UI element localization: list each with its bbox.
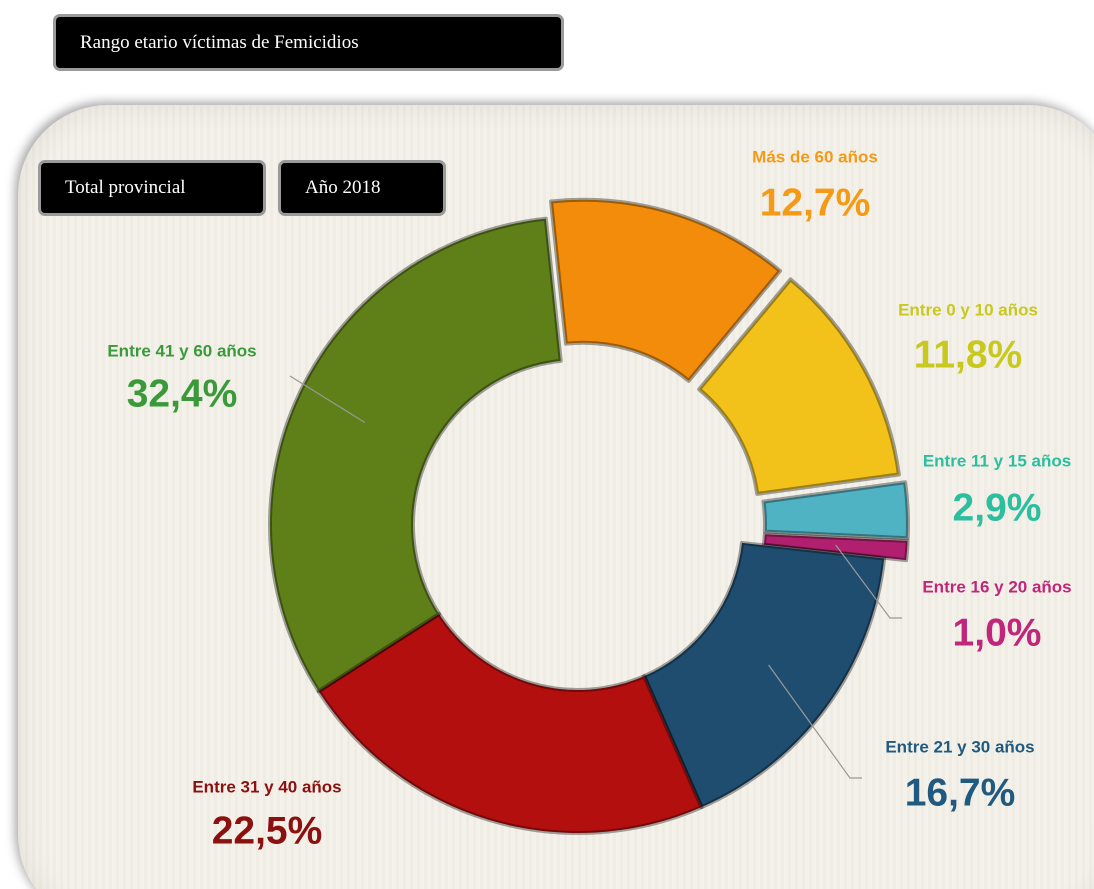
value-label: 22,5% — [212, 809, 323, 852]
slice-label: Entre 31 y 40 años — [192, 777, 341, 796]
donut-slice — [549, 197, 783, 383]
leader-line — [768, 664, 862, 779]
slice-label: Entre 11 y 15 años — [923, 451, 1071, 470]
value-label: 2,9% — [953, 486, 1042, 529]
donut-slice — [697, 277, 901, 496]
value-label: 11,8% — [914, 333, 1022, 376]
value-label: 12,7% — [760, 181, 871, 224]
chart-title: Rango etario víctimas de Femicidios — [53, 14, 564, 71]
leader-line — [289, 375, 366, 424]
slice-label: Entre 16 y 20 años — [922, 577, 1071, 596]
value-label: 1,0% — [953, 611, 1042, 654]
donut-slice — [642, 540, 887, 810]
slice-label: Más de 60 años — [752, 147, 878, 166]
annotation: Año 2018 — [278, 160, 446, 216]
donut-slice — [268, 216, 563, 694]
slice-label: Entre 0 y 10 años — [898, 300, 1038, 319]
value-label: 16,7% — [905, 771, 1016, 814]
annotation: Total provincial — [38, 160, 266, 216]
slice-label: Entre 41 y 60 años — [107, 341, 256, 360]
donut-slice — [761, 480, 910, 541]
leader-line — [835, 544, 902, 619]
donut-slice — [316, 611, 704, 835]
value-label: 32,4% — [127, 372, 238, 415]
donut-slice — [761, 532, 910, 563]
slice-label: Entre 21 y 30 años — [885, 737, 1034, 756]
